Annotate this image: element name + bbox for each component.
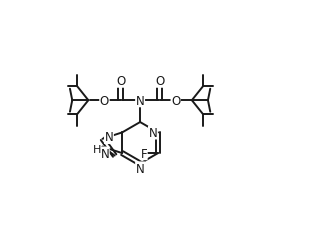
Text: O: O	[100, 94, 109, 107]
Text: N: N	[100, 147, 109, 160]
Text: N: N	[105, 131, 113, 144]
Text: F: F	[140, 147, 147, 160]
Text: O: O	[116, 75, 125, 88]
Text: N: N	[136, 162, 145, 175]
Text: N: N	[136, 94, 145, 107]
Text: H: H	[93, 145, 101, 155]
Text: O: O	[155, 75, 164, 88]
Text: O: O	[171, 94, 180, 107]
Text: N: N	[149, 126, 157, 139]
